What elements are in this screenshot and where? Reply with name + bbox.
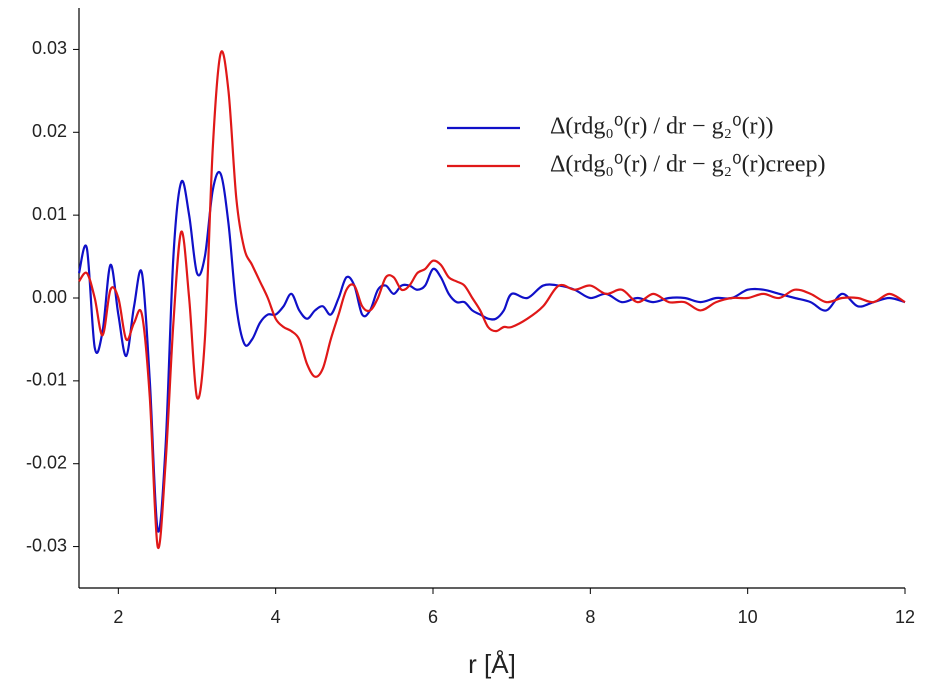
y-tick-label: -0.03 bbox=[26, 535, 67, 555]
y-tick-label: 0.02 bbox=[32, 121, 67, 141]
x-tick-label: 4 bbox=[271, 607, 281, 627]
y-tick-label: -0.01 bbox=[26, 370, 67, 390]
x-tick-label: 10 bbox=[738, 607, 758, 627]
x-tick-label: 12 bbox=[895, 607, 915, 627]
y-tick-label: 0.03 bbox=[32, 38, 67, 58]
series-line bbox=[78, 50, 906, 550]
x-tick-label: 2 bbox=[113, 607, 123, 627]
y-tick-label: 0.00 bbox=[32, 287, 67, 307]
y-tick-label: -0.02 bbox=[26, 452, 67, 472]
series-line bbox=[77, 170, 906, 533]
legend-label: Δ(rdg₀⁰(r) / dr − g₂⁰(r)) bbox=[550, 114, 774, 140]
legend-label: Δ(rdg₀⁰(r) / dr − g₂⁰(r)creep) bbox=[550, 152, 825, 178]
y-tick-label: 0.01 bbox=[32, 204, 67, 224]
x-axis-label: r [Å] bbox=[468, 649, 516, 679]
x-tick-label: 8 bbox=[585, 607, 595, 627]
x-tick-label: 6 bbox=[428, 607, 438, 627]
